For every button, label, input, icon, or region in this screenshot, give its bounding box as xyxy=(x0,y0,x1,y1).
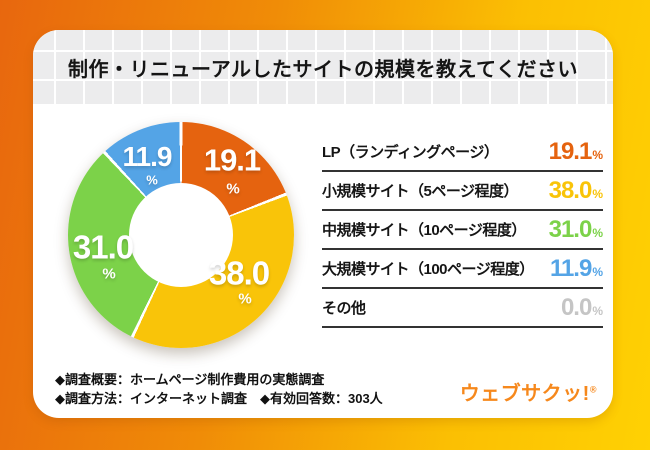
slice-label-small: 38.0 xyxy=(208,254,270,292)
survey-note-method: ◆調査方法：インターネット調査 ◆有効回答数：303人 xyxy=(55,391,383,406)
slice-label-large: 11.9 xyxy=(122,141,173,172)
slice-label-lp: 19.1 xyxy=(203,142,261,178)
legend-value: 19.1% xyxy=(548,137,603,165)
legend-label: 大規模サイト（100ページ程度） xyxy=(322,261,534,278)
brand-logo: ウェブサクッ!® xyxy=(460,377,597,406)
legend-row-medium-site: 中規模サイト（10ページ程度） 31.0% xyxy=(322,211,603,250)
legend-label: 中規模サイト（10ページ程度） xyxy=(322,222,526,239)
brand-logo-text: ウェブサクッ! xyxy=(459,383,590,405)
slice-unit-small: % xyxy=(238,290,252,308)
legend-label: その他 xyxy=(322,300,366,317)
legend-label: LP（ランディングページ） xyxy=(322,144,499,161)
legend-row-lp: LP（ランディングページ） 19.1% xyxy=(322,133,603,172)
legend-table: LP（ランディングページ） 19.1% 小規模サイト（5ページ程度） 38.0%… xyxy=(322,133,603,328)
legend-row-large-site: 大規模サイト（100ページ程度） 11.9% xyxy=(322,250,603,289)
slice-label-medium: 31.0 xyxy=(72,228,134,266)
donut-chart: 19.1 % 38.0 % 31.0 % 11.9 % xyxy=(68,122,294,348)
legend-value: 38.0% xyxy=(548,176,603,204)
survey-notes: ◆調査概要：ホームページ制作費用の実態調査 ◆調査方法：インターネット調査 ◆有… xyxy=(55,370,383,408)
slice-unit-lp: % xyxy=(226,180,240,198)
legend-row-other: その他 0.0% xyxy=(322,289,603,328)
survey-note-overview: ◆調査概要：ホームページ制作費用の実態調査 xyxy=(55,372,325,387)
legend-label: 小規模サイト（5ページ程度） xyxy=(322,183,519,200)
legend-row-small-site: 小規模サイト（5ページ程度） 38.0% xyxy=(322,172,603,211)
title-banner: 制作・リニューアルしたサイトの規模を教えてください xyxy=(33,30,613,104)
slice-unit-medium: % xyxy=(102,265,116,283)
survey-card: 制作・リニューアルしたサイトの規模を教えてください 19.1 % 38.0 % … xyxy=(33,30,613,418)
registered-mark: ® xyxy=(589,384,597,395)
donut-hole xyxy=(129,183,233,287)
slice-unit-large: % xyxy=(146,172,158,188)
page-title: 制作・リニューアルしたサイトの規模を教えてください xyxy=(68,58,578,81)
legend-value: 31.0% xyxy=(548,215,603,243)
legend-value: 11.9% xyxy=(549,254,603,282)
legend-value: 0.0% xyxy=(560,293,603,321)
